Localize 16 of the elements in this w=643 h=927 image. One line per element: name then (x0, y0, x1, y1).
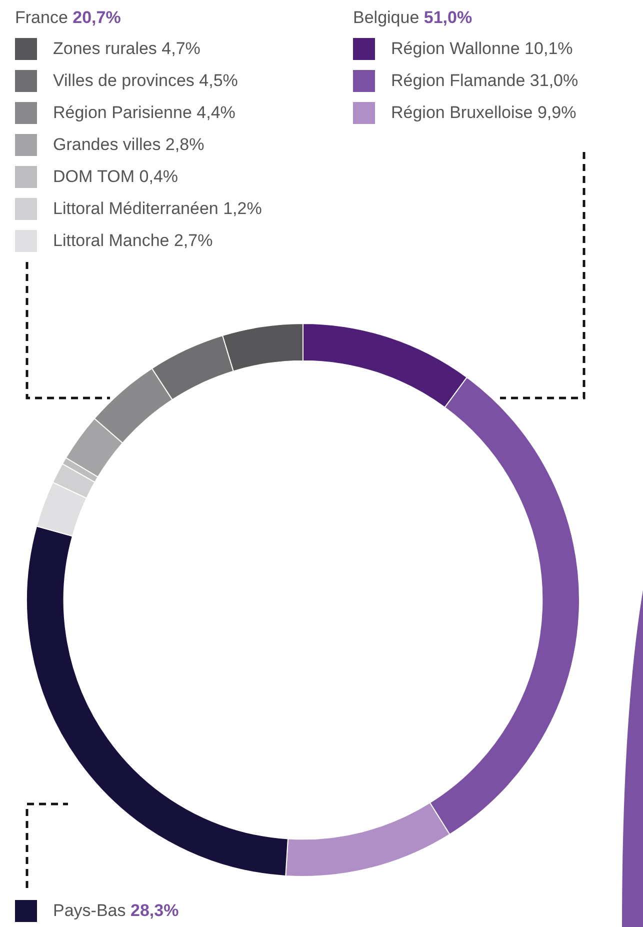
text: France (15, 8, 68, 27)
legend-label: Région Wallonne 10,1% (391, 39, 573, 59)
legend-label: Région Parisienne 4,4% (53, 103, 236, 123)
legend-label: Grandes villes 2,8% (53, 135, 204, 155)
text: 20,7% (72, 8, 121, 27)
legend-label: Région Bruxelloise 9,9% (391, 103, 576, 123)
legend-label: Littoral Méditerranéen 1,2% (53, 199, 262, 219)
legend-label: DOM TOM 0,4% (53, 167, 178, 187)
text: Belgique (353, 8, 420, 27)
legend-label: Zones rurales 4,7% (53, 39, 200, 59)
legend-label: Région Flamande 31,0% (391, 71, 578, 91)
legend-label: Littoral Manche 2,7% (53, 231, 213, 251)
legend-label: Pays-Bas (53, 901, 126, 920)
legend-label: Villes de provinces 4,5% (53, 71, 238, 91)
data-label: 28,3% (130, 901, 179, 920)
text: 51,0% (424, 8, 472, 27)
